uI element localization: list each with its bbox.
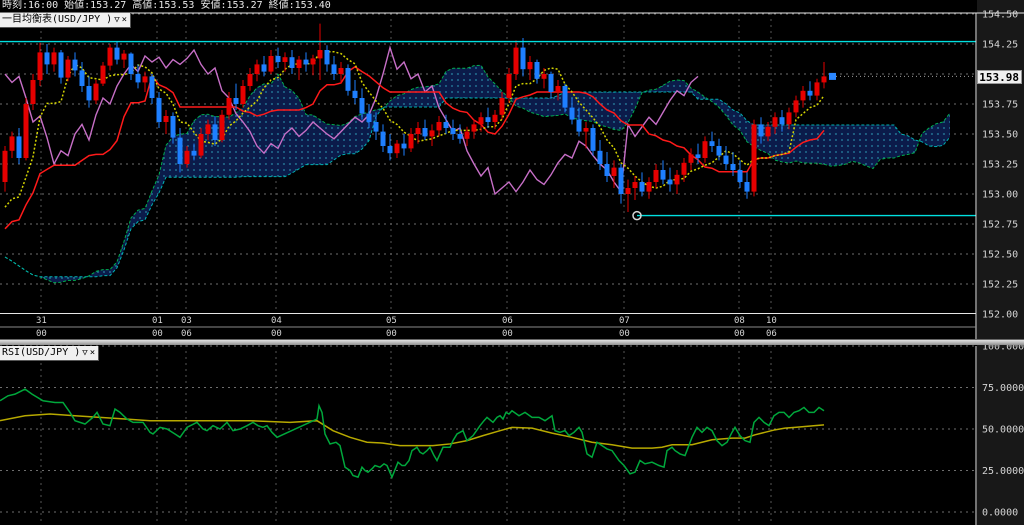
svg-text:07: 07	[619, 316, 630, 326]
svg-text:154.25: 154.25	[982, 40, 1018, 51]
svg-text:152.25: 152.25	[982, 280, 1018, 291]
svg-text:152.75: 152.75	[982, 220, 1018, 231]
collapse-icon[interactable]: ▽	[114, 14, 120, 25]
svg-text:100.0000: 100.0000	[982, 342, 1024, 353]
svg-text:04: 04	[271, 316, 282, 326]
svg-text:153.25: 153.25	[982, 160, 1018, 171]
svg-text:05: 05	[386, 316, 397, 326]
svg-text:153.00: 153.00	[982, 190, 1018, 201]
close-icon[interactable]: ×	[121, 14, 128, 25]
ohlc-info-bar: 時刻:16:00 始値:153.27 高値:153.53 安値:153.27 終…	[2, 0, 331, 11]
svg-text:00: 00	[36, 329, 47, 339]
svg-text:06: 06	[181, 329, 192, 339]
svg-text:00: 00	[386, 329, 397, 339]
svg-text:154.50: 154.50	[982, 10, 1018, 21]
svg-text:00: 00	[152, 329, 163, 339]
svg-text:00: 00	[502, 329, 513, 339]
svg-text:01: 01	[152, 316, 163, 326]
svg-text:03: 03	[181, 316, 192, 326]
main-chart-title: 一目均衡表(USD/JPY )	[2, 13, 113, 25]
svg-text:152.00: 152.00	[982, 310, 1018, 321]
svg-text:00: 00	[734, 329, 745, 339]
svg-text:153.75: 153.75	[982, 100, 1018, 111]
svg-text:06: 06	[502, 316, 513, 326]
svg-text:153.50: 153.50	[982, 130, 1018, 141]
svg-text:31: 31	[36, 316, 47, 326]
main-chart-label: 一目均衡表(USD/JPY ) ▽ ×	[0, 13, 132, 28]
svg-text:00: 00	[271, 329, 282, 339]
svg-text:08: 08	[734, 316, 745, 326]
current-price-badge: 153.98	[977, 70, 1022, 84]
svg-text:10: 10	[766, 316, 777, 326]
panel-splitter[interactable]	[0, 339, 1024, 345]
svg-text:06: 06	[766, 329, 777, 339]
close-icon[interactable]: ×	[89, 347, 96, 358]
rsi-panel-label: RSI(USD/JPY ) ▽ ×	[0, 346, 100, 361]
rsi-panel-title: RSI(USD/JPY )	[2, 346, 81, 358]
svg-text:75.0000: 75.0000	[982, 383, 1024, 394]
svg-text:152.50: 152.50	[982, 250, 1018, 261]
svg-text:50.0000: 50.0000	[982, 425, 1024, 436]
svg-text:25.0000: 25.0000	[982, 466, 1024, 477]
svg-text:00: 00	[619, 329, 630, 339]
collapse-icon[interactable]: ▽	[82, 347, 88, 358]
svg-text:0.0000: 0.0000	[982, 508, 1018, 519]
